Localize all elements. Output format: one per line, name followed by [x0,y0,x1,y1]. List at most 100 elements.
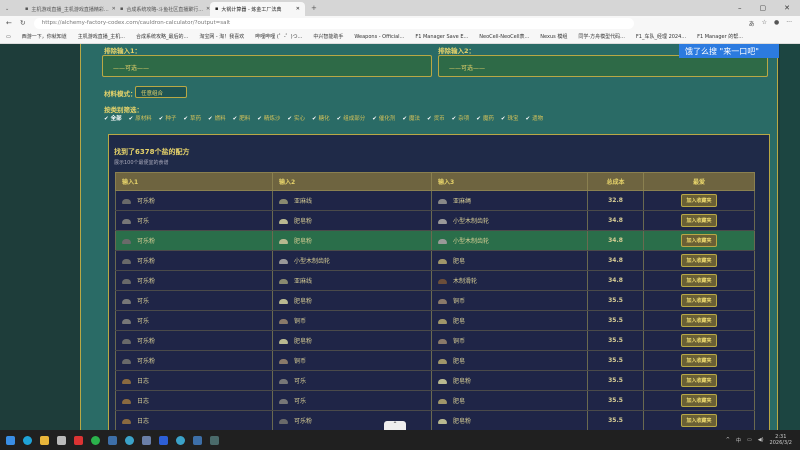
tab-list-button[interactable]: ⌄ [5,6,10,12]
more-icon[interactable]: ··· [786,18,792,26]
bookmark-item[interactable]: 同学-方舟模型代码... [578,34,625,40]
table-row[interactable]: 可乐粉 亚麻线 木制滑轮 34.8 加入收藏夹 [115,270,755,291]
close-tab-icon[interactable]: ✕ [111,6,115,12]
bookmark-item[interactable]: 淘宝网 - 淘！我喜欢 [199,34,245,40]
bookmark-item[interactable]: F1_车队_经理 2024... [635,34,687,40]
category-checkbox[interactable]: ✔ 种子 [158,116,177,122]
file-explorer-icon[interactable] [40,435,49,445]
cost-cell: 35.5 [587,330,644,351]
minimize-button[interactable]: – [738,4,742,12]
tray-chevron-icon[interactable]: ^ [725,437,730,443]
back-icon[interactable]: ← [6,19,12,27]
category-checkbox[interactable]: ✔ 珠宝 [500,116,519,122]
category-checkbox[interactable]: ✔ 催化剂 [372,116,396,122]
add-favorite-button[interactable]: 加入收藏夹 [681,414,717,427]
app-icon[interactable] [74,435,83,445]
bookmark-item[interactable]: Nexus 模组 [540,34,568,40]
ad-popup[interactable]: 饿了么搜 "来一口吧" [679,44,779,58]
app-icon[interactable] [142,435,151,445]
bookmark-item[interactable]: F1 Manager 的帮... [697,34,743,40]
category-checkbox[interactable]: ✔ 草药 [183,116,201,122]
table-row[interactable]: 日志 可乐 肥皂 35.5 加入收藏夹 [115,390,755,411]
wechat-icon[interactable] [91,435,100,445]
table-row[interactable]: 日志 可乐粉 肥皂粉 35.5 加入收藏夹 [115,410,755,431]
bookmark-item[interactable]: NeoCell-NeoCell表... [479,34,530,40]
new-tab-button[interactable]: + [311,4,317,12]
table-row[interactable]: 可乐粉 肥皂粉 小型木制齿轮 34.8 加入收藏夹 [115,230,755,251]
app-icon[interactable] [159,435,168,445]
volume-icon[interactable]: ◀) [757,437,764,443]
app-icon[interactable] [176,435,185,445]
table-row[interactable]: 可乐粉 铜币 肥皂 35.5 加入收藏夹 [115,350,755,371]
scrollbar[interactable] [780,44,800,430]
network-icon[interactable]: ▭ [747,437,752,443]
table-row[interactable]: 可乐粉 肥皂粉 铜币 35.5 加入收藏夹 [115,330,755,351]
category-checkbox[interactable]: ✔ 遗物 [525,116,544,122]
add-favorite-button[interactable]: 加入收藏夹 [681,294,717,307]
reload-icon[interactable]: ↻ [19,19,26,27]
browser-tab[interactable]: ▪ 大锅计算器 - 炼金工厂法典 ✕ [210,2,305,16]
category-checkbox[interactable]: ✔ 糖化 [312,116,330,122]
category-checkbox[interactable]: ✔ 原材料 [128,116,152,122]
category-checkbox[interactable]: ✔ 肥料 [232,116,251,122]
bookmark-item[interactable]: 合成系统攻略_最后的... [136,34,189,40]
game-icon[interactable] [210,435,219,445]
bookmark-item[interactable]: 中兴智能助手 [313,34,344,40]
add-favorite-button[interactable]: 加入收藏夹 [681,394,717,407]
table-row[interactable]: 日志 可乐 肥皂粉 35.5 加入收藏夹 [115,370,755,391]
category-checkbox[interactable]: ✔ 魔药 [476,116,494,122]
edge-icon[interactable] [23,435,32,445]
category-checkbox[interactable]: ✔ 实心 [287,116,305,122]
add-favorite-button[interactable]: 加入收藏夹 [681,374,717,387]
table-row[interactable]: 可乐 肥皂粉 小型木制齿轮 34.8 加入收藏夹 [115,210,755,231]
bookmark-item[interactable]: F1 Manager Save E... [415,33,469,40]
steam-icon[interactable] [193,435,202,445]
ime-icon[interactable]: 中 [735,437,741,444]
table-row[interactable]: 可乐 肥皂粉 铜币 35.5 加入收藏夹 [115,290,755,311]
category-checkbox[interactable]: ✔ 杂项 [451,116,470,122]
category-checkbox[interactable]: ✔ 精炼沙 [257,116,281,122]
browser-tab[interactable]: ▪ 主机游戏直播_主机游戏直播精彩... ✕ [25,6,115,13]
favorite-cell: 加入收藏夹 [643,410,755,431]
item-icon [279,279,288,284]
close-tab-icon[interactable]: ✕ [205,6,210,12]
table-row[interactable]: 可乐粉 小型木制齿轮 肥皂 34.8 加入收藏夹 [115,250,755,271]
steam-icon[interactable] [108,435,117,445]
close-tab-icon[interactable]: ✕ [295,6,300,12]
bookmark-menu-icon[interactable]: ▭ [6,33,11,40]
mode-select[interactable]: 任意组合 [135,86,187,98]
start-icon[interactable] [6,435,15,445]
bookmark-item[interactable]: 主机游戏直播_主机... [77,34,126,40]
add-favorite-button[interactable]: 加入收藏夹 [681,354,717,367]
table-row[interactable]: 可乐粉 亚麻线 亚麻绳 32.8 加入收藏夹 [115,190,755,211]
add-favorite-button[interactable]: 加入收藏夹 [681,214,717,227]
browser-tab[interactable]: ▪ 合成系统攻略-斗鱼社区直播聚行... ✕ [120,6,210,13]
maximize-button[interactable]: ▢ [759,4,767,12]
favorite-star-icon[interactable]: ☆ [761,18,768,26]
url-input[interactable]: https://alchemy-factory-codex.com/cauldr… [33,17,634,29]
bookmark-item[interactable]: 哔哩哔哩 (゜-゜)つ... [255,34,303,40]
category-checkbox[interactable]: ✔ 魔法 [402,116,420,122]
add-favorite-button[interactable]: 加入收藏夹 [681,194,717,207]
add-favorite-button[interactable]: 加入收藏夹 [681,234,717,247]
table-row[interactable]: 可乐 铜币 肥皂 35.5 加入收藏夹 [115,310,755,331]
add-favorite-button[interactable]: 加入收藏夹 [681,314,717,327]
bookmark-item[interactable]: Weapons - Official... [354,33,405,40]
app-icon[interactable] [57,435,66,445]
bookmark-item[interactable]: 西游一下，你就知道 [21,34,67,40]
clock[interactable]: 2:31 2026/3/2 [769,434,792,446]
category-checkbox[interactable]: ✔ 全部 [104,116,122,122]
close-window-button[interactable]: ✕ [784,4,790,12]
exclude1-select[interactable]: ——可选—— [102,55,432,77]
app-icon[interactable] [125,435,134,445]
category-checkbox[interactable]: ✔ 货币 [427,116,445,122]
exclude2-select[interactable]: ——可选—— [438,55,768,77]
category-checkbox[interactable]: ✔ 组成部分 [336,116,366,122]
profile-icon[interactable]: ● [774,18,780,26]
add-favorite-button[interactable]: 加入收藏夹 [681,254,717,267]
translate-icon[interactable]: あ [748,20,755,28]
add-favorite-button[interactable]: 加入收藏夹 [681,274,717,287]
add-favorite-button[interactable]: 加入收藏夹 [681,334,717,347]
category-checkbox[interactable]: ✔ 燃料 [208,116,226,122]
scroll-to-top-button[interactable]: ⌃ [384,421,406,430]
